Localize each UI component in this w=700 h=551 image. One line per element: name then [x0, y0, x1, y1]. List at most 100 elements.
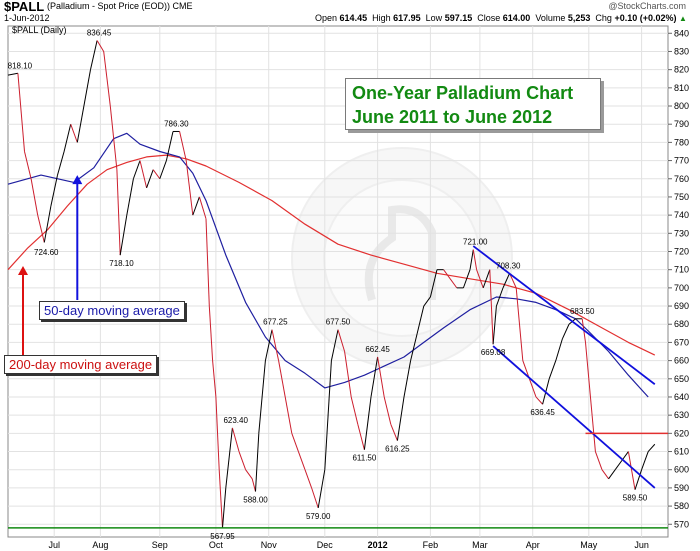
price-segment [251, 478, 256, 492]
chart-title-line1: One-Year Palladium Chart [352, 83, 574, 103]
price-segment [24, 151, 32, 179]
y-tick-label: 630 [674, 410, 689, 420]
y-tick-label: 790 [674, 119, 689, 129]
price-segment [634, 469, 643, 490]
stockcharts-watermark: @StockCharts.com [608, 1, 686, 11]
price-segment [528, 378, 537, 398]
price-segment [641, 451, 649, 470]
price-label: 623.40 [223, 416, 248, 425]
chart-date: 1-Jun-2012 [4, 13, 50, 23]
price-label: 567.95 [210, 532, 235, 541]
price-segment [535, 396, 543, 405]
x-tick-label: Oct [209, 540, 224, 550]
price-segment [132, 160, 141, 179]
price-segment [443, 269, 451, 280]
x-tick-label: Jul [48, 540, 60, 550]
price-label: 677.25 [263, 318, 288, 327]
x-axis: Jul Aug Sep Oct Nov Dec 2012 Feb Mar Apr May Jun [48, 540, 648, 550]
price-segment [43, 205, 52, 243]
close-value: 614.00 [502, 13, 531, 23]
x-tick-label: May [580, 540, 598, 550]
close-label: Close [477, 13, 501, 23]
price-segment [116, 169, 121, 256]
chg-value: +0.10 (+0.02%) [614, 13, 677, 23]
price-segment [344, 351, 352, 398]
price-segment [601, 469, 610, 480]
y-tick-label: 780 [674, 137, 689, 147]
chg-label: Chg [595, 13, 612, 23]
price-segment [96, 40, 105, 52]
price-segment [403, 360, 412, 398]
price-segment [90, 40, 98, 70]
price-segment [383, 396, 392, 425]
plot-frame [7, 25, 669, 538]
price-segment [588, 378, 593, 416]
price-segment [489, 269, 494, 345]
price-segment [152, 169, 161, 180]
price-label: 708.30 [496, 261, 521, 270]
price-segment [245, 469, 253, 480]
price-segment [284, 396, 293, 434]
price-segment [76, 105, 85, 143]
price-label: 786.30 [164, 119, 189, 128]
price-segment [416, 305, 425, 334]
price-segment [278, 360, 286, 398]
y-axis: 570 580 590 600 610 620 630 640 650 660 670 680 690 7… [668, 28, 689, 529]
price-segment [390, 424, 398, 441]
x-tick-label: 2012 [368, 540, 388, 550]
price-segment [218, 469, 223, 528]
price-segment [614, 460, 623, 471]
price-label: 662.45 [365, 345, 390, 354]
ma200-annotation: 200-day moving average [4, 355, 158, 374]
price-segment [317, 469, 326, 508]
y-tick-label: 660 [674, 356, 689, 366]
price-segment [297, 451, 306, 470]
price-label: 683.50 [570, 307, 595, 316]
price-segment [264, 329, 273, 361]
price-segment [324, 360, 332, 470]
price-segment [370, 356, 379, 398]
price-segment [139, 160, 148, 188]
price-segment [119, 215, 128, 256]
y-tick-label: 610 [674, 447, 689, 457]
x-tick-label: Sep [152, 540, 168, 550]
price-segment [627, 451, 636, 490]
price-segment [330, 329, 339, 361]
price-segment [482, 269, 491, 289]
price-label: 588.00 [243, 496, 268, 505]
ma50-annotation: 50-day moving average [39, 301, 185, 320]
price-segment [472, 249, 478, 270]
price-segment [608, 469, 616, 480]
price-segment [258, 360, 266, 434]
horizontal-levels [8, 432, 668, 529]
price-segment [410, 333, 418, 361]
price-segment [215, 396, 220, 470]
price-segment [7, 72, 18, 76]
price-segment [429, 269, 438, 298]
y-tick-label: 580 [674, 501, 689, 511]
y-tick-label: 820 [674, 65, 689, 75]
volume-value: 5,253 [567, 13, 591, 23]
y-tick-label: 750 [674, 192, 689, 202]
price-segment [205, 218, 210, 307]
price-segment [83, 69, 91, 107]
price-segment [396, 396, 405, 441]
price-label: 677.50 [326, 318, 351, 327]
price-segment [548, 360, 557, 379]
price-label: 669.08 [481, 348, 506, 357]
chart-header: $PALL (Palladium - Spot Price (EOD)) CME… [0, 0, 700, 24]
y-tick-label: 770 [674, 156, 689, 166]
price-segment [291, 433, 299, 452]
price-segment [357, 424, 365, 450]
price-segment [509, 273, 517, 289]
y-tick-label: 710 [674, 265, 689, 275]
y-tick-label: 760 [674, 174, 689, 184]
y-tick-label: 740 [674, 210, 689, 220]
price-segment [70, 124, 78, 143]
chart-title-line2: June 2011 to June 2012 [352, 107, 553, 127]
trend-channel [472, 245, 656, 489]
price-label: 589.50 [623, 494, 648, 503]
y-tick-label: 670 [674, 337, 689, 347]
annotation-arrows [18, 175, 83, 355]
